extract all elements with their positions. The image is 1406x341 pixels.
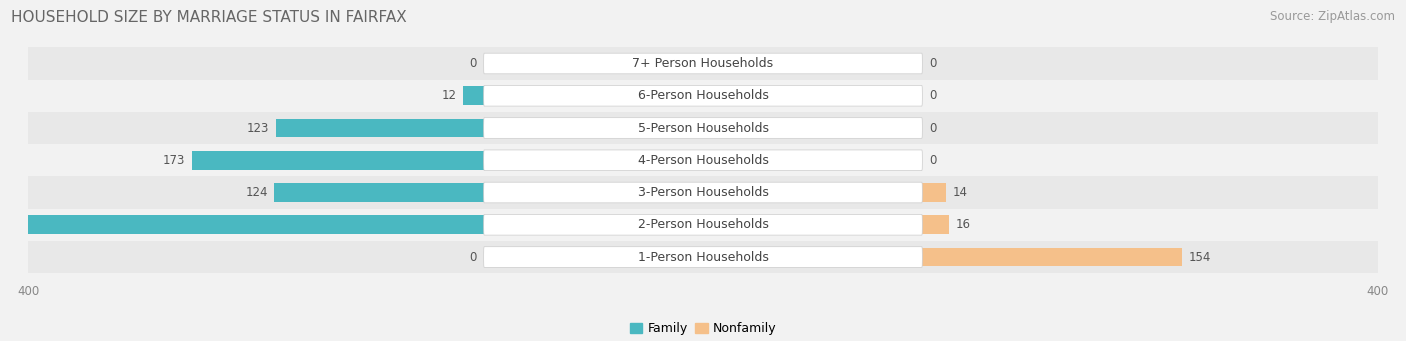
Text: 14: 14	[953, 186, 967, 199]
Text: 1-Person Households: 1-Person Households	[637, 251, 769, 264]
FancyBboxPatch shape	[484, 86, 922, 106]
FancyBboxPatch shape	[484, 118, 922, 138]
Bar	[0, 216, 484, 234]
Text: 12: 12	[441, 89, 457, 102]
Bar	[28, 112, 1378, 144]
Bar	[276, 119, 484, 137]
Text: 0: 0	[929, 57, 936, 70]
Text: 4-Person Households: 4-Person Households	[637, 154, 769, 167]
Bar	[922, 216, 949, 234]
Bar	[28, 47, 1378, 80]
Text: 3-Person Households: 3-Person Households	[637, 186, 769, 199]
FancyBboxPatch shape	[484, 53, 922, 74]
Text: 173: 173	[163, 154, 186, 167]
Text: 0: 0	[929, 154, 936, 167]
Bar	[28, 209, 1378, 241]
Text: 123: 123	[247, 121, 270, 134]
Text: 6-Person Households: 6-Person Households	[637, 89, 769, 102]
FancyBboxPatch shape	[484, 214, 922, 235]
Bar	[28, 241, 1378, 273]
Text: 0: 0	[470, 251, 477, 264]
Text: 16: 16	[956, 218, 972, 231]
Bar	[922, 183, 946, 202]
Bar	[28, 80, 1378, 112]
Bar	[464, 86, 484, 105]
Text: HOUSEHOLD SIZE BY MARRIAGE STATUS IN FAIRFAX: HOUSEHOLD SIZE BY MARRIAGE STATUS IN FAI…	[11, 10, 406, 25]
Bar	[28, 144, 1378, 176]
Text: Source: ZipAtlas.com: Source: ZipAtlas.com	[1270, 10, 1395, 23]
Text: 7+ Person Households: 7+ Person Households	[633, 57, 773, 70]
Text: 154: 154	[1189, 251, 1212, 264]
Legend: Family, Nonfamily: Family, Nonfamily	[624, 317, 782, 340]
Text: 0: 0	[470, 57, 477, 70]
Bar	[274, 183, 484, 202]
Text: 0: 0	[929, 89, 936, 102]
Bar	[28, 176, 1378, 209]
Text: 0: 0	[929, 121, 936, 134]
FancyBboxPatch shape	[484, 182, 922, 203]
FancyBboxPatch shape	[484, 247, 922, 267]
Bar	[191, 151, 484, 169]
Text: 124: 124	[245, 186, 267, 199]
Text: 5-Person Households: 5-Person Households	[637, 121, 769, 134]
FancyBboxPatch shape	[484, 150, 922, 170]
Bar	[922, 248, 1182, 266]
Text: 2-Person Households: 2-Person Households	[637, 218, 769, 231]
